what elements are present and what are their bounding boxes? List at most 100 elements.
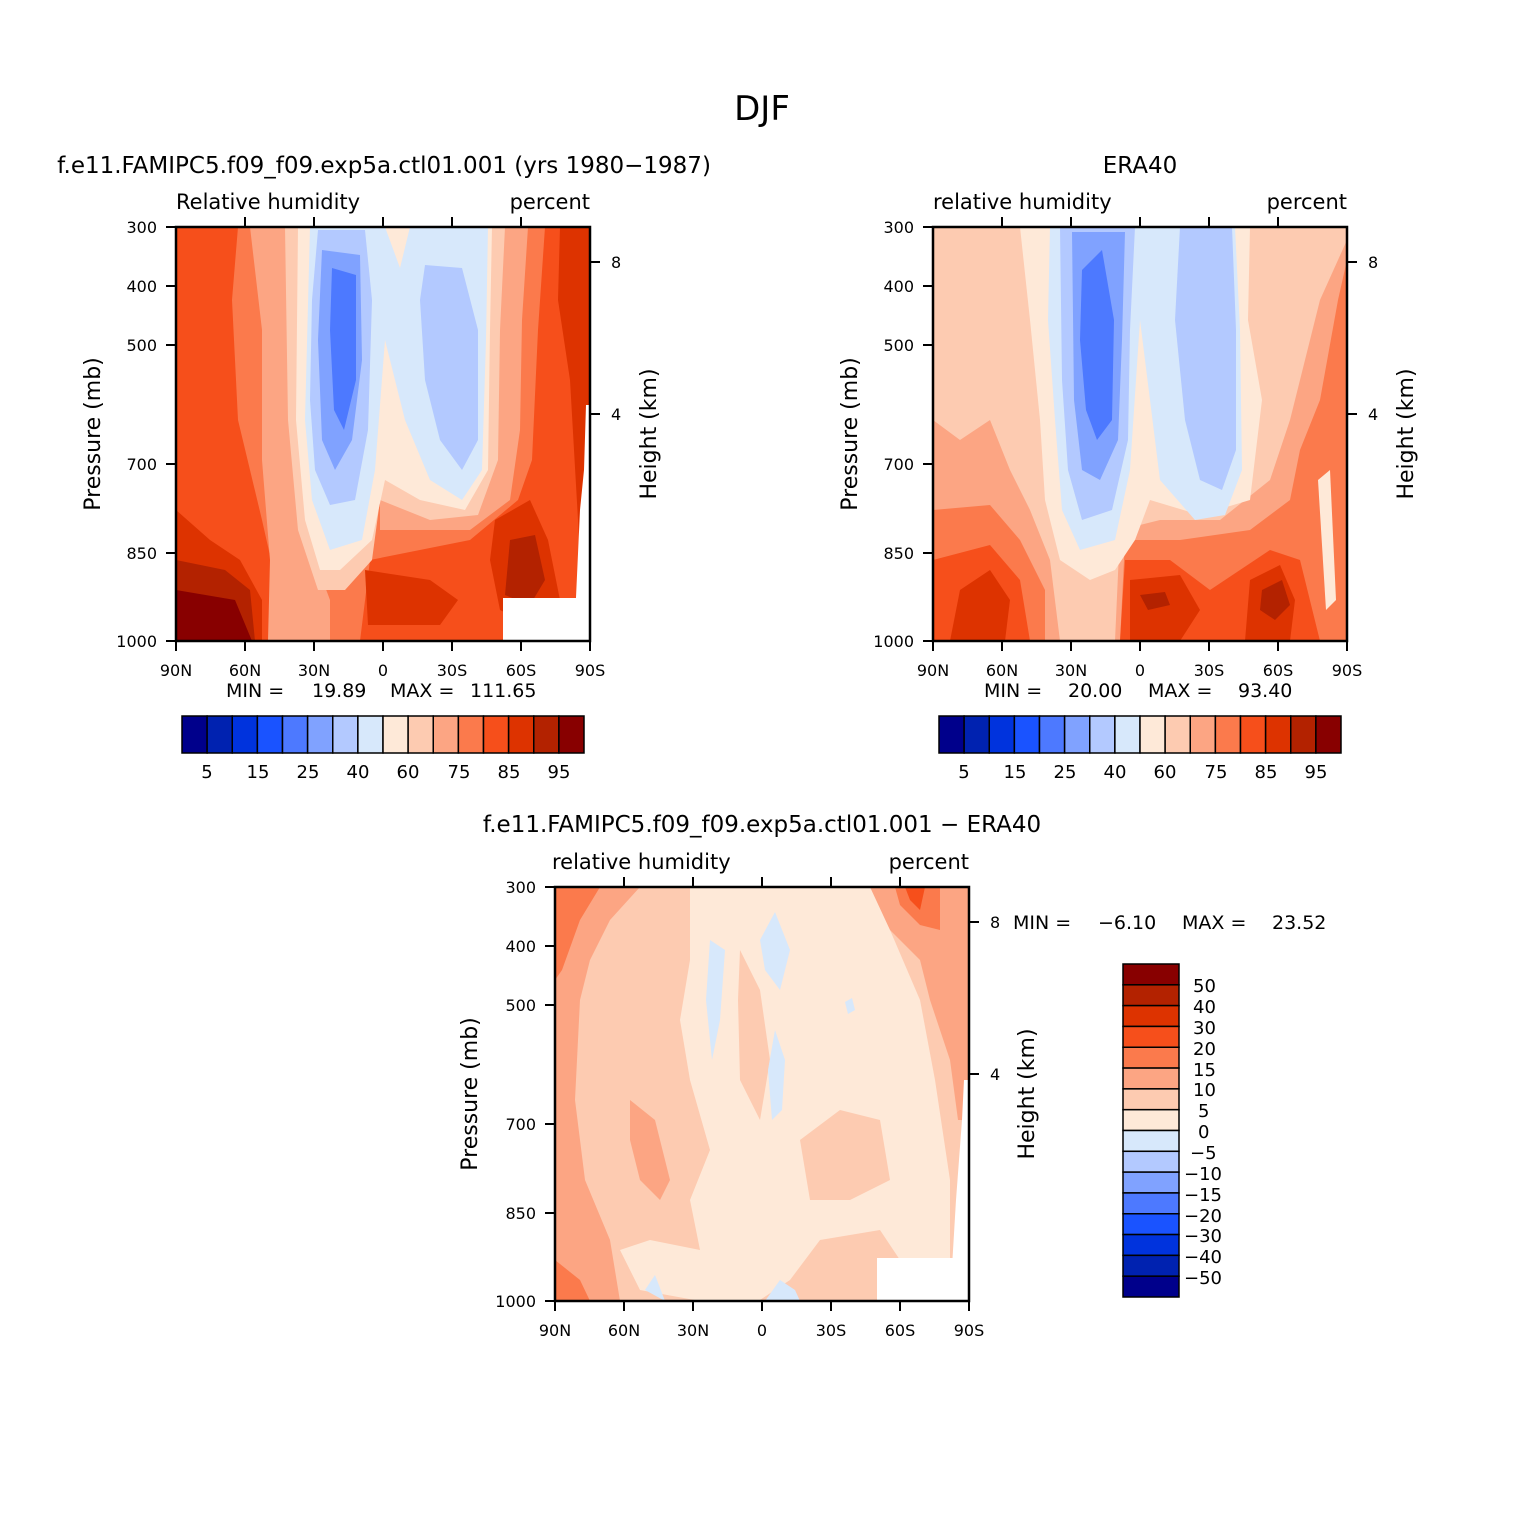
contour-band (1175, 227, 1236, 490)
panel-model-y-tick-labels: 300 400 500 700 850 1000 (116, 218, 157, 651)
panel-model-contours (176, 227, 590, 641)
panel-era40-colorbar-labels: 5 15 25 40 60 75 85 95 (958, 762, 1327, 783)
max-label: MAX = (1148, 680, 1212, 702)
max-value: 111.65 (470, 680, 536, 702)
colorbar-label: 85 (1255, 762, 1278, 783)
min-label: MIN = (984, 680, 1042, 702)
panel-model-x-tick-labels: 90N 60N 30N 0 30S 60S 90S (160, 661, 605, 680)
colorbar-swatch (1122, 963, 1180, 986)
colorbar-label: 25 (297, 762, 320, 783)
contour-band (1120, 260, 1347, 641)
colorbar-swatch (1122, 1254, 1180, 1277)
colorbar-label: 85 (498, 762, 521, 783)
colorbar-label: −5 (1190, 1143, 1217, 1164)
colorbar-swatch (1122, 1088, 1180, 1111)
x-tick-label: 60S (1263, 661, 1294, 680)
x-tick-label: 0 (378, 661, 388, 680)
contour-band (760, 912, 790, 990)
x-tick-label: 90S (954, 1321, 985, 1340)
min-value: 19.89 (312, 680, 366, 702)
colorbar-swatch (988, 715, 1016, 754)
max-label: MAX = (390, 680, 454, 702)
panel-diff-ylabel: Pressure (mb) (458, 1017, 483, 1171)
colorbar-label: 5 (958, 762, 969, 783)
panel-era40: ERA40 relative humidity percent (838, 153, 1419, 783)
colorbar-swatch (1122, 1171, 1180, 1194)
y-tick-label: 400 (505, 937, 536, 956)
height-tick-label: 4 (611, 405, 621, 424)
panel-model-ylabel-right: Height (km) (637, 368, 662, 499)
contour-band (860, 887, 969, 1120)
colorbar-label: 15 (1193, 1060, 1216, 1081)
y-tick-label: 500 (883, 336, 914, 355)
panel-diff-y-tick-labels: 300 400 500 700 850 1000 (495, 878, 536, 1311)
height-tick-label: 4 (990, 1065, 1000, 1084)
panel-diff-colorbar (1122, 963, 1180, 1298)
panel-era40-ticks (923, 217, 1357, 651)
colorbar-swatch (1122, 1067, 1180, 1090)
contour-band (420, 265, 478, 470)
max-value: 23.52 (1272, 912, 1326, 934)
colorbar-swatch (1122, 1129, 1180, 1153)
x-tick-label: 90S (575, 661, 606, 680)
colorbar-swatch (1122, 1233, 1180, 1257)
panel-model-ylabel: Pressure (mb) (81, 357, 106, 511)
panel-model-stats: MIN = 19.89 MAX = 111.65 (226, 680, 536, 702)
colorbar-label: 5 (201, 762, 212, 783)
contour-band (738, 950, 770, 1120)
panel-diff-title: f.e11.FAMIPC5.f09_f09.exp5a.ctl01.001 − … (483, 812, 1041, 838)
colorbar-label: 40 (347, 762, 370, 783)
panel-model-subtitle-left: Relative humidity (176, 190, 360, 214)
colorbar-swatch (1122, 1046, 1180, 1069)
contour-band (845, 998, 855, 1014)
colorbar-swatch (1139, 715, 1166, 754)
x-tick-label: 30N (1055, 661, 1087, 680)
contour-band (895, 887, 940, 930)
panel-difference: f.e11.FAMIPC5.f09_f09.exp5a.ctl01.001 − … (458, 812, 1326, 1340)
height-tick-label: 8 (1368, 253, 1378, 272)
colorbar-swatch (1122, 1192, 1180, 1215)
colorbar-swatch (1315, 715, 1342, 754)
colorbar-swatch (1013, 715, 1041, 754)
min-value: −6.10 (1098, 912, 1156, 934)
panel-diff-contours (555, 887, 969, 1301)
contour-band (800, 1110, 890, 1200)
colorbar-label: 95 (1305, 762, 1328, 783)
colorbar-swatch (558, 715, 585, 754)
contour-band (1130, 575, 1200, 641)
panel-era40-y-tick-labels: 300 400 500 700 850 1000 (873, 218, 914, 651)
colorbar-swatch (457, 715, 485, 754)
colorbar-label: 40 (1104, 762, 1127, 783)
colorbar-swatch (306, 715, 334, 754)
panel-model: f.e11.FAMIPC5.f09_f09.exp5a.ctl01.001 (y… (57, 153, 711, 783)
missing-data (503, 405, 590, 641)
colorbar-swatch (1038, 715, 1066, 754)
panel-era40-x-tick-labels: 90N 60N 30N 0 30S 60S 90S (917, 661, 1362, 680)
colorbar-label: 5 (1198, 1101, 1209, 1122)
x-tick-label: 60S (885, 1321, 916, 1340)
colorbar-swatch (1122, 984, 1180, 1007)
min-label: MIN = (226, 680, 284, 702)
min-label: MIN = (1013, 912, 1071, 934)
panel-model-subtitle-right: percent (510, 190, 590, 214)
colorbar-label: −30 (1184, 1226, 1222, 1247)
contour-band (1318, 470, 1336, 610)
colorbar-label: 95 (548, 762, 571, 783)
min-value: 20.00 (1068, 680, 1122, 702)
colorbar-swatch (281, 715, 309, 754)
colorbar-swatch (1089, 715, 1116, 754)
contour-band (1260, 580, 1290, 620)
x-tick-label: 0 (757, 1321, 767, 1340)
contour-band (555, 1260, 590, 1301)
colorbar-swatch (533, 715, 560, 754)
panel-diff-ylabel-right: Height (km) (1015, 1028, 1040, 1159)
panel-era40-title: ERA40 (1103, 153, 1178, 179)
y-tick-label: 1000 (495, 1292, 536, 1311)
contour-band (950, 570, 1010, 641)
height-tick-label: 4 (1368, 405, 1378, 424)
y-tick-label: 400 (126, 277, 157, 296)
x-tick-label: 30N (298, 661, 330, 680)
x-tick-label: 30S (437, 661, 468, 680)
y-tick-label: 400 (883, 277, 914, 296)
